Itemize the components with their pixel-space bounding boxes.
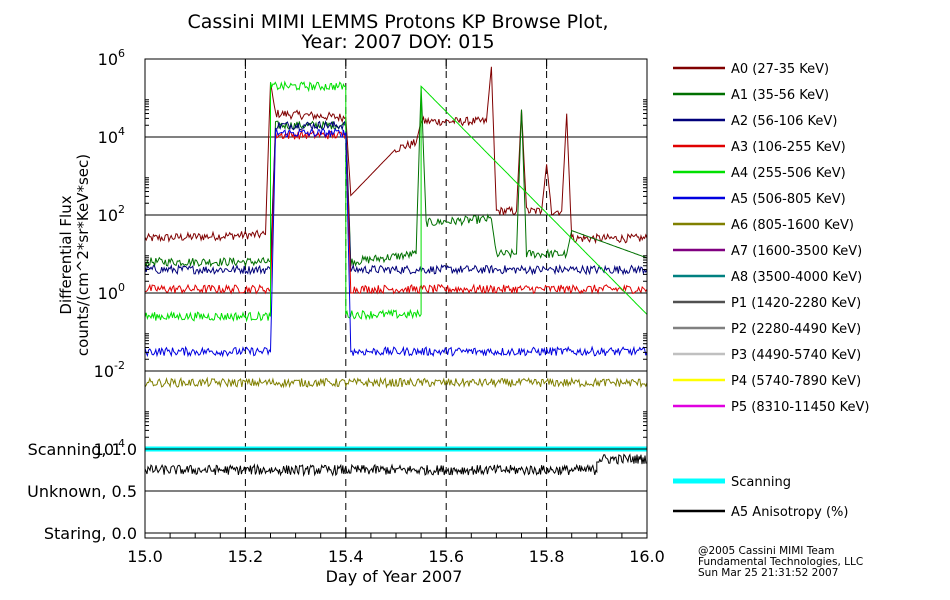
lower-y-label-1: Unknown, 0.5: [27, 482, 137, 501]
legend-label-10: P2 (2280-4490 KeV): [731, 322, 861, 337]
x-tick-label-4: 15.8: [529, 547, 565, 566]
y-tick-label-3: 100: [98, 281, 125, 303]
y-axis-label-units: counts/(cm^2*sr*KeV*sec): [74, 154, 92, 356]
legend-lower-label-1: A5 Anisotropy (%): [731, 505, 848, 520]
y-tick-label-0: 106: [98, 47, 125, 69]
legend-label-4: A4 (255-506 KeV): [731, 166, 846, 181]
plot-area: [144, 59, 648, 538]
series-line-4: [144, 80, 648, 323]
x-tick-label-3: 15.6: [428, 547, 464, 566]
legend-lower-label-0: Scanning: [731, 475, 791, 490]
legend-label-7: A7 (1600-3500 KeV): [731, 244, 862, 259]
legend-label-2: A2 (56-106 KeV): [731, 114, 837, 129]
x-tick-label-0: 15.0: [127, 547, 163, 566]
y-axis-label: Differential Flux: [57, 195, 75, 314]
x-tick-label-2: 15.4: [328, 547, 364, 566]
y-tick-label-5: 10-4: [94, 437, 125, 459]
legend: A0 (27-35 KeV) A1 (35-56 KeV) A2 (56-106 K…: [673, 62, 869, 520]
legend-label-11: P3 (4490-5740 KeV): [731, 348, 861, 363]
legend-label-1: A1 (35-56 KeV): [731, 88, 829, 103]
series-line-6: [144, 376, 648, 389]
legend-label-13: P5 (8310-11450 KeV): [731, 400, 869, 415]
legend-label-0: A0 (27-35 KeV): [731, 62, 829, 77]
series-line-5: [144, 127, 648, 358]
lower-y-label-2: Staring, 0.0: [44, 524, 137, 543]
legend-label-12: P4 (5740-7890 KeV): [731, 374, 861, 389]
y-tick-label-4: 10-2: [94, 359, 125, 381]
legend-label-6: A6 (805-1600 KeV): [731, 218, 854, 233]
legend-label-3: A3 (106-255 KeV): [731, 140, 846, 155]
chart-title: Cassini MIMI LEMMS Protons KP Browse Plo…: [187, 11, 608, 33]
credit-line-1: @2005 Cassini MIMI Team: [698, 545, 835, 557]
y-tick-label-2: 102: [98, 203, 125, 225]
y-tick-label-1: 104: [98, 125, 125, 147]
x-tick-label-1: 15.2: [228, 547, 264, 566]
series-line-1: [144, 86, 648, 268]
lower-series-1: [144, 453, 647, 477]
lower-y-label-0: Scanning, 1.0: [28, 440, 137, 459]
series-line-2: [144, 120, 648, 276]
x-axis-label: Day of Year 2007: [326, 567, 463, 586]
series-line-3: [144, 129, 648, 295]
x-tick-label-5: 16.0: [629, 547, 665, 566]
chart-subtitle: Year: 2007 DOY: 015: [300, 31, 494, 53]
credit-line-3: Sun Mar 25 21:31:52 2007: [698, 567, 838, 579]
legend-label-9: P1 (1420-2280 KeV): [731, 296, 861, 311]
credit-line-2: Fundamental Technologies, LLC: [698, 556, 863, 568]
legend-label-5: A5 (506-805 KeV): [731, 192, 846, 207]
legend-label-8: A8 (3500-4000 KeV): [731, 270, 862, 285]
series-line-0: [144, 66, 648, 245]
lower-axes-frame: [144, 448, 648, 539]
lower-panel: [144, 446, 647, 534]
